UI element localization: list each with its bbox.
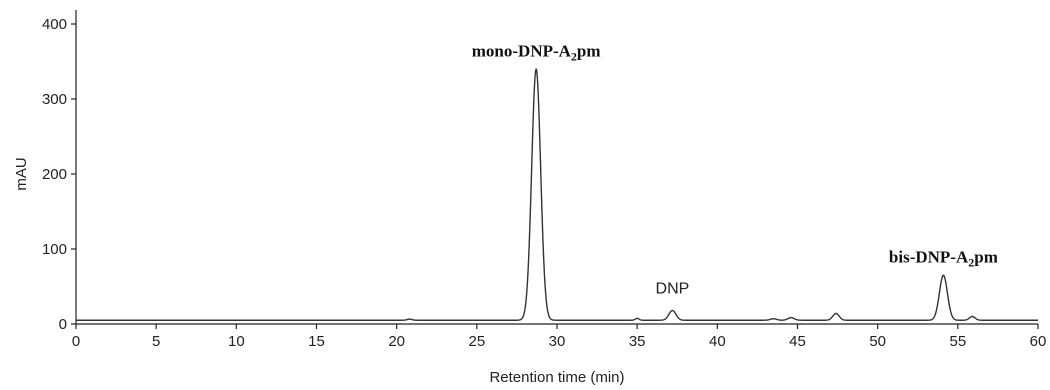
y-tick-label: 0 [59,316,67,333]
x-axis-title: Retention time (min) [489,369,624,386]
chromatogram-trace [75,68,1039,321]
y-tick-label: 200 [42,166,67,183]
annotation-mono-dnp-a2pm: mono-DNP-A2pm [472,41,601,63]
x-tick-label: 0 [72,333,80,350]
x-tick-label: 5 [152,333,160,350]
y-tick-label: 100 [42,241,67,258]
annotation-bis-dnp-a2pm: bis-DNP-A2pm [889,248,998,270]
x-tick-label: 30 [549,333,566,350]
x-tick-label: 40 [709,333,726,350]
y-axis-title: mAU [13,157,30,190]
x-tick-label: 15 [308,333,325,350]
tick-labels: 0 5 10 15 20 25 30 35 40 45 50 55 60 0 100 200 300 400 [42,16,1046,350]
y-tick-label: 300 [42,91,67,108]
peak-annotations: mono-DNP-A2pm DNP bis-DNP-A2pm [472,41,998,297]
x-tick-label: 55 [949,333,966,350]
annotation-dnp: DNP [656,280,690,297]
x-tick-label: 60 [1030,333,1047,350]
x-tick-label: 50 [869,333,886,350]
y-tick-label: 400 [42,16,67,33]
x-tick-label: 20 [388,333,405,350]
x-tick-label: 10 [228,333,245,350]
ticks [71,23,1039,329]
x-tick-label: 25 [468,333,485,350]
x-tick-label: 35 [629,333,646,350]
x-tick-label: 45 [789,333,806,350]
